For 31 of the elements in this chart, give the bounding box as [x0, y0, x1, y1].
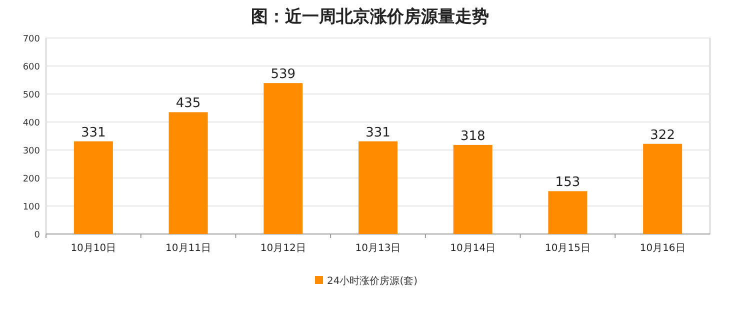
bar [453, 144, 492, 234]
y-tick-label: 200 [22, 174, 40, 184]
x-tick-label: 10月13日 [355, 243, 401, 254]
bar [358, 141, 398, 234]
y-tick-label: 400 [22, 118, 40, 128]
x-tick-label: 10月10日 [70, 243, 116, 254]
bar [548, 191, 588, 234]
x-tick-label: 10月14日 [450, 243, 496, 254]
bar [643, 144, 682, 234]
y-tick-label: 700 [22, 34, 40, 44]
data-label: 322 [650, 128, 675, 143]
data-label: 331 [366, 125, 390, 140]
data-label: 331 [81, 125, 106, 140]
data-label: 435 [176, 96, 201, 112]
y-tick-label: 300 [22, 146, 40, 156]
x-tick-label: 10月16日 [640, 243, 686, 254]
y-tick-label: 500 [22, 90, 40, 100]
legend-label: 24小时涨价房源(套) [327, 275, 418, 287]
x-tick-label: 10月11日 [166, 243, 212, 254]
y-tick-label: 0 [34, 230, 40, 240]
data-label: 153 [555, 175, 580, 190]
x-tick-label: 10月12日 [260, 243, 306, 254]
bar [168, 112, 208, 234]
bar [264, 83, 303, 234]
data-label: 539 [270, 67, 296, 82]
bar [74, 141, 113, 234]
chart-title: 图：近一周北京涨价房源量走势 [251, 7, 489, 27]
y-tick-label: 600 [22, 62, 40, 72]
x-tick-label: 10月15日 [544, 243, 590, 254]
y-tick-label: 100 [22, 202, 40, 212]
data-label: 318 [460, 128, 486, 144]
